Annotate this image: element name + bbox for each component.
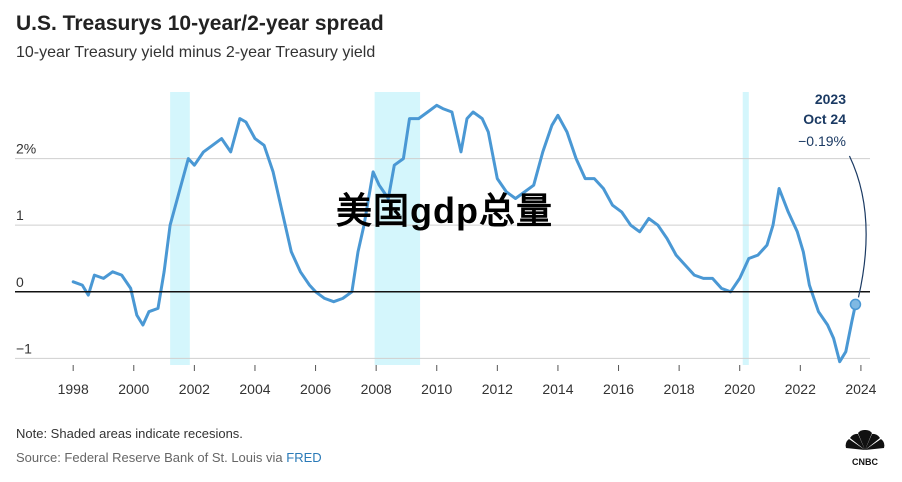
x-tick-label: 2006 — [300, 381, 331, 397]
x-tick-label: 2018 — [664, 381, 695, 397]
cnbc-peacock-logo-icon: CNBC — [845, 429, 885, 467]
y-tick-labels: 2% 1 0 −1 — [16, 141, 36, 357]
recession-band-2 — [742, 92, 749, 365]
annotation-date: Oct 24 — [803, 111, 846, 127]
recession-band-0 — [170, 92, 190, 365]
watermark-text: 美国gdp总量 — [336, 190, 553, 231]
y-tick-label: 0 — [16, 274, 24, 290]
source-line: Source: Federal Reserve Bank of St. Loui… — [16, 450, 322, 465]
y-gridlines — [15, 158, 870, 359]
footnote-recessions: Note: Shaded areas indicate recesions. — [16, 426, 243, 441]
x-tick-label: 1998 — [58, 381, 89, 397]
chart-subtitle: 10-year Treasury yield minus 2-year Trea… — [16, 44, 376, 61]
x-tick-label: 2000 — [118, 381, 149, 397]
y-tick-label: −1 — [16, 340, 32, 356]
source-link-fred[interactable]: FRED — [286, 450, 322, 465]
annotation-callout-line — [848, 155, 867, 298]
recession-shading-group — [170, 92, 749, 365]
y-tick-label: 2% — [16, 141, 36, 157]
logo-text: CNBC — [852, 457, 878, 467]
x-tick-label: 2022 — [785, 381, 816, 397]
annotation-value: −0.19% — [798, 133, 846, 149]
x-tick-label: 2002 — [179, 381, 210, 397]
x-tick-label: 2024 — [845, 381, 876, 397]
x-tick-label: 2016 — [603, 381, 634, 397]
x-tick-label: 2010 — [421, 381, 452, 397]
source-text: Source: Federal Reserve Bank of St. Loui… — [16, 450, 287, 465]
latest-value-point — [849, 298, 862, 311]
x-tick-label: 2008 — [361, 381, 392, 397]
recession-band-1 — [374, 92, 421, 365]
annotation-year: 2023 — [815, 91, 846, 107]
x-tick-label: 2012 — [482, 381, 513, 397]
x-tick-labels: 1998 2000 2002 2004 2006 2008 2010 2012 2014 2016… — [58, 365, 877, 397]
x-tick-label: 2014 — [542, 381, 573, 397]
x-tick-label: 2020 — [724, 381, 755, 397]
x-tick-label: 2004 — [239, 381, 270, 397]
chart-title: U.S. Treasurys 10-year/2-year spread — [16, 12, 384, 35]
spread-series-line — [71, 103, 857, 364]
y-tick-label: 1 — [16, 207, 24, 223]
